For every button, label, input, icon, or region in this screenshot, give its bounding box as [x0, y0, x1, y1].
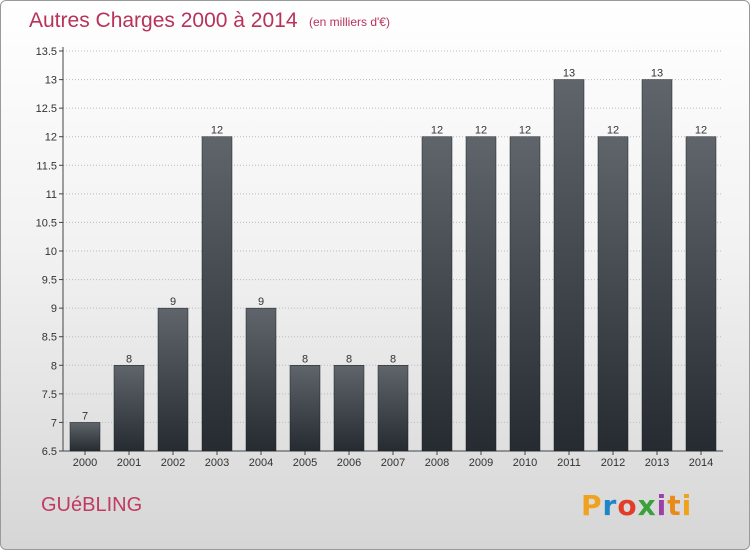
- x-tick-label: 2010: [513, 457, 537, 469]
- logo-letter: x: [637, 489, 657, 522]
- data-label: 12: [211, 125, 223, 137]
- bar: [333, 365, 365, 452]
- bar: [509, 136, 541, 452]
- x-tick-label: 2007: [381, 457, 405, 469]
- data-label: 9: [258, 296, 264, 308]
- x-tick-label: 2011: [557, 457, 581, 469]
- bar: [157, 307, 189, 452]
- data-label: 13: [651, 68, 663, 80]
- y-tick-label: 11.5: [36, 160, 57, 172]
- x-tick-label: 2008: [425, 457, 449, 469]
- x-tick-label: 2014: [689, 457, 713, 469]
- x-tick-label: 2013: [645, 457, 669, 469]
- chart-title: Autres Charges 2000 à 2014: [29, 9, 298, 32]
- bar: [69, 422, 101, 452]
- y-tick-label: 9.5: [42, 275, 57, 287]
- bars: [69, 79, 717, 452]
- bar: [553, 79, 585, 452]
- logo-letter: r: [602, 489, 618, 522]
- data-label: 13: [563, 68, 575, 80]
- logo-letter: i: [656, 489, 668, 522]
- y-tick-label: 12.5: [36, 103, 57, 115]
- logo-letter: t: [667, 489, 682, 522]
- x-tick-label: 2004: [249, 457, 273, 469]
- data-label: 9: [170, 296, 176, 308]
- data-label: 12: [431, 125, 443, 137]
- x-tick-label: 2012: [601, 457, 625, 469]
- x-tick-label: 2003: [205, 457, 229, 469]
- proxiti-logo: Proxiti: [581, 489, 692, 522]
- x-tick-label: 2006: [337, 457, 361, 469]
- bar: [685, 136, 717, 452]
- bar: [201, 136, 233, 452]
- bar: [245, 307, 277, 452]
- data-label: 12: [607, 125, 619, 137]
- bar: [597, 136, 629, 452]
- logo-letter: o: [617, 489, 638, 522]
- y-tick-label: 6.5: [42, 446, 57, 458]
- y-tick-label: 9: [51, 303, 57, 315]
- labels: 6.5 7 7.5 8 8.5 9 9.5 10 10.5 11 11.5 12 12.5 13 13.5 7…: [36, 46, 714, 469]
- y-tick-label: 12: [45, 132, 57, 144]
- bar: [465, 136, 497, 452]
- y-tick-label: 10.5: [36, 217, 57, 229]
- y-tick-label: 7: [51, 417, 57, 429]
- data-label: 12: [695, 125, 707, 137]
- x-tick-label: 2009: [469, 457, 493, 469]
- y-tick-label: 11: [46, 189, 57, 201]
- data-label: 12: [475, 125, 487, 137]
- data-label: 7: [82, 410, 88, 422]
- x-tick-label: 2005: [293, 457, 317, 469]
- y-tick-label: 8.5: [42, 332, 57, 344]
- bar: [641, 79, 673, 452]
- data-label: 8: [346, 353, 352, 365]
- bar: [289, 365, 321, 452]
- x-tick-label: 2001: [117, 457, 141, 469]
- bar: [113, 365, 145, 452]
- data-label: 8: [302, 353, 308, 365]
- y-tick-label: 13: [45, 75, 57, 87]
- data-label: 12: [519, 125, 531, 137]
- bar: [421, 136, 453, 452]
- y-tick-label: 10: [45, 246, 57, 258]
- bar: [377, 365, 409, 452]
- logo-letter: i: [681, 489, 693, 522]
- x-tick-label: 2002: [161, 457, 185, 469]
- logo-letter: P: [581, 489, 603, 522]
- y-tick-label: 7.5: [42, 389, 57, 401]
- y-tick-label: 8: [51, 360, 57, 372]
- data-label: 8: [126, 353, 132, 365]
- commune-name: GUéBLING: [41, 494, 143, 516]
- chart-subtitle: (en milliers d'€): [309, 15, 390, 29]
- y-tick-label: 13.5: [36, 46, 57, 58]
- x-tick-label: 2000: [73, 457, 97, 469]
- data-label: 8: [390, 353, 396, 365]
